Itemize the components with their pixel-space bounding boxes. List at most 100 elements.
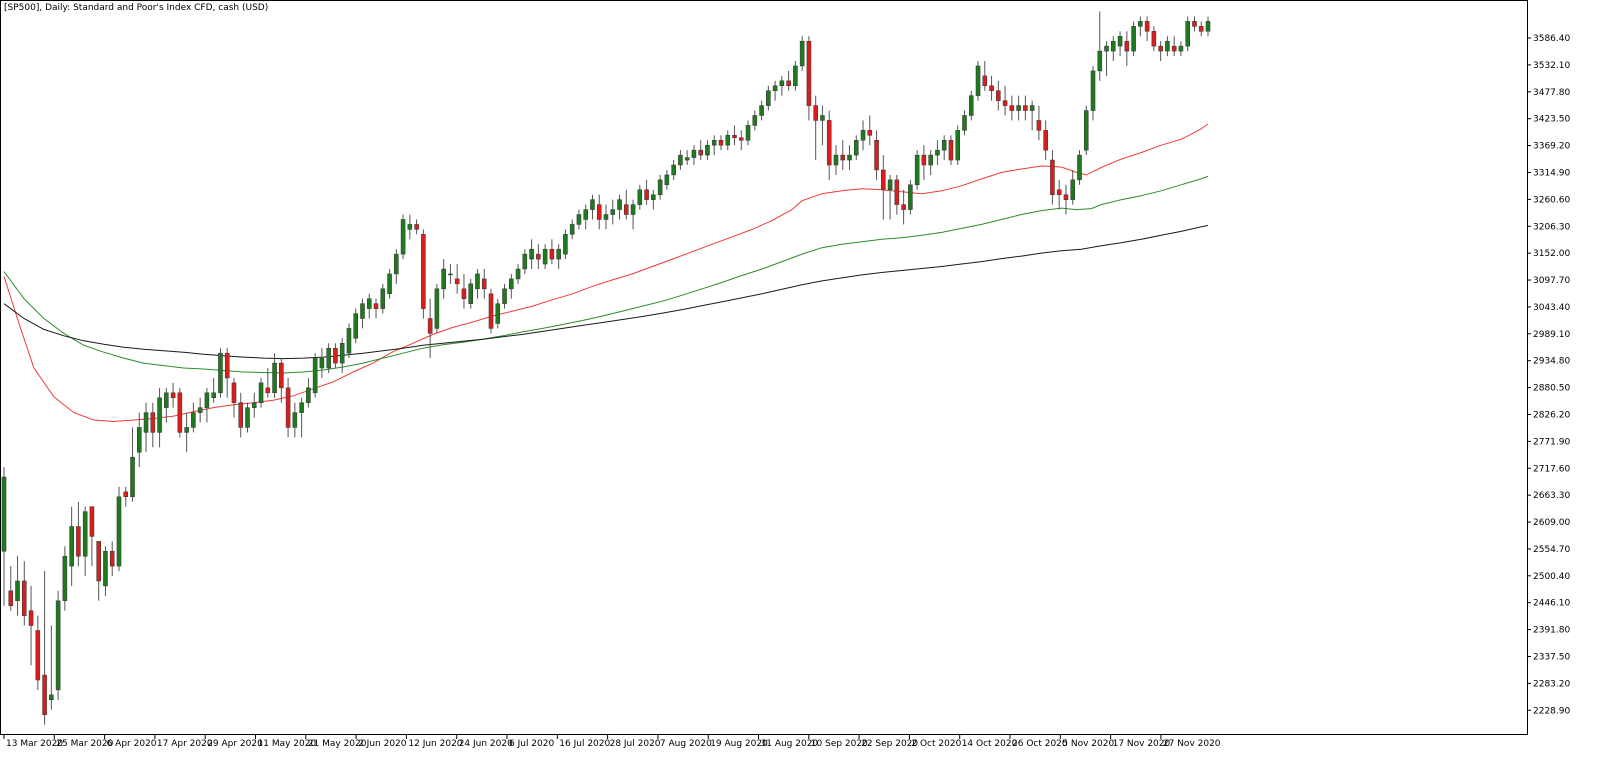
bear-candle-body: [421, 234, 426, 309]
bear-candle-body: [982, 75, 988, 87]
x-tick-label: 26 Oct 2020: [1012, 739, 1068, 749]
candle: [644, 179, 649, 205]
bull-candle-body: [1205, 21, 1211, 32]
bear-candle-body: [1036, 120, 1042, 131]
bull-candle-body: [143, 412, 149, 433]
x-tick-label: 17 Nov 2020: [1113, 739, 1171, 749]
bull-candle-body: [820, 115, 825, 121]
bear-candle-body: [1124, 40, 1130, 52]
bull-candle-body: [1185, 21, 1190, 47]
candle: [143, 402, 149, 453]
candle: [1205, 16, 1211, 37]
bull-candle-body: [292, 412, 298, 428]
candle: [759, 100, 764, 121]
candle: [49, 625, 54, 710]
candle: [1198, 21, 1204, 37]
bull-candle-body: [258, 382, 264, 403]
bull-candle-body: [711, 139, 717, 146]
x-tick-label: 27 Nov 2020: [1163, 739, 1221, 749]
bull-candle-body: [752, 115, 758, 126]
candle: [1083, 105, 1089, 156]
candle: [962, 110, 967, 136]
bull-candle-body: [346, 328, 352, 354]
bear-candle-body: [1056, 189, 1062, 195]
candle: [833, 145, 839, 175]
candle: [996, 80, 1001, 111]
candle: [887, 174, 893, 220]
candle: [224, 348, 230, 398]
bull-candle-body: [191, 412, 196, 428]
y-tick-label: 2663.30: [1533, 491, 1570, 501]
bull-candle-body: [366, 298, 372, 309]
candle: [806, 36, 812, 121]
candle: [123, 486, 129, 507]
bull-candle-body: [1131, 26, 1136, 52]
chart-title: [SP500], Daily: Standard and Poor's Inde…: [4, 3, 269, 13]
bear-candle-body: [150, 412, 156, 433]
candle: [975, 61, 981, 101]
candle: [1178, 41, 1184, 57]
candle: [1056, 179, 1062, 210]
y-tick-label: 2609.00: [1533, 518, 1570, 528]
candle: [407, 214, 413, 240]
bull-candle-body: [529, 248, 534, 260]
bull-candle-body: [745, 125, 751, 141]
candle: [705, 140, 710, 161]
bull-candle-body: [218, 352, 223, 394]
candle: [1185, 16, 1190, 52]
bear-candle-body: [813, 105, 818, 121]
bull-candle-body: [542, 248, 548, 265]
candle: [718, 135, 724, 151]
bull-candle-body: [705, 144, 710, 156]
bull-candle-body: [211, 392, 216, 398]
candle: [766, 85, 771, 111]
candle: [400, 214, 406, 260]
bull-candle-body: [1097, 50, 1103, 72]
bull-candle-body: [617, 199, 622, 210]
bull-candle-body: [103, 551, 108, 587]
candle: [434, 283, 440, 334]
y-tick-label: 3260.60: [1533, 195, 1570, 205]
bull-candle-body: [759, 105, 764, 116]
candle: [1151, 26, 1157, 52]
bear-candle-body: [414, 224, 419, 230]
candle: [1104, 41, 1109, 76]
bull-candle-body: [1117, 36, 1123, 47]
bull-candle-body: [15, 580, 20, 602]
bear-candle-body: [224, 352, 230, 379]
bear-candle-body: [42, 674, 47, 715]
bear-candle-body: [1171, 45, 1177, 52]
candle: [468, 278, 473, 309]
bear-candle-body: [481, 278, 487, 290]
candle: [137, 412, 142, 468]
candle: [928, 150, 933, 175]
bull-candle-body: [887, 179, 893, 191]
candle: [89, 506, 95, 567]
candle: [461, 273, 467, 309]
x-tick-label: 28 Jul 2020: [610, 739, 661, 749]
candle: [799, 36, 805, 71]
bear-candle-body: [996, 90, 1001, 101]
candle: [76, 501, 81, 567]
candle: [197, 397, 203, 423]
candle: [853, 135, 859, 161]
bull-candle-body: [1029, 105, 1035, 111]
bull-candle-body: [975, 65, 981, 96]
y-tick-label: 3477.80: [1533, 88, 1570, 98]
bull-candle-body: [1090, 70, 1096, 111]
bull-candle-body: [637, 189, 643, 205]
bear-candle-body: [123, 491, 129, 498]
bear-candle-body: [1023, 105, 1028, 111]
candle: [664, 169, 670, 190]
candle: [867, 115, 873, 146]
bull-candle-body: [569, 224, 575, 235]
bear-candle-body: [874, 139, 879, 171]
candle: [448, 264, 453, 284]
bull-candle-body: [157, 397, 162, 433]
candle: [495, 298, 501, 329]
candle: [42, 571, 47, 725]
plot-area[interactable]: [0, 0, 1528, 735]
bull-candle-body: [833, 154, 839, 166]
